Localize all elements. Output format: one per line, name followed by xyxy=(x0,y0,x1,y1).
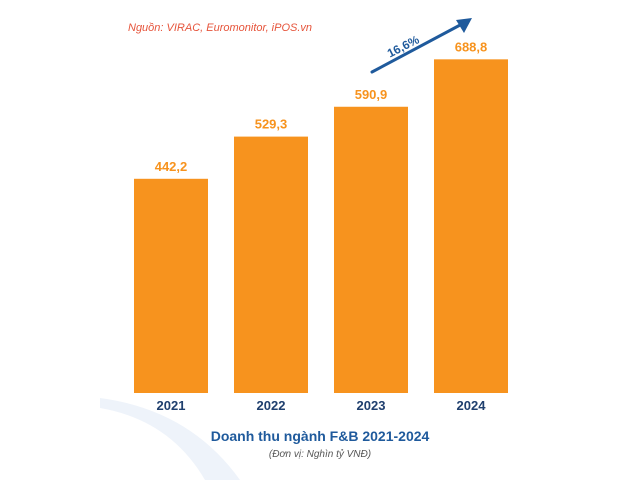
bar-2023 xyxy=(334,106,408,393)
bar-2024 xyxy=(434,59,508,394)
chart-subtitle: (Đơn vị: Nghìn tỷ VNĐ) xyxy=(268,449,372,460)
tick-label-2024: 2024 xyxy=(457,398,487,413)
value-label-2021: 442,2 xyxy=(155,159,188,174)
value-label-2024: 688,8 xyxy=(455,39,488,54)
source-note: Nguồn: VIRAC, Euromonitor, iPOS.vn xyxy=(128,22,313,34)
bar-2022 xyxy=(234,136,308,394)
bar-2021 xyxy=(134,178,208,393)
tick-label-2021: 2021 xyxy=(157,398,186,413)
value-label-2023: 590,9 xyxy=(355,87,388,102)
tick-label-2022: 2022 xyxy=(257,398,286,413)
value-label-2022: 529,3 xyxy=(255,117,288,132)
growth-arrow xyxy=(370,18,472,74)
chart-title: Doanh thu ngành F&B 2021-2024 xyxy=(210,428,430,444)
tick-label-2023: 2023 xyxy=(357,398,386,413)
